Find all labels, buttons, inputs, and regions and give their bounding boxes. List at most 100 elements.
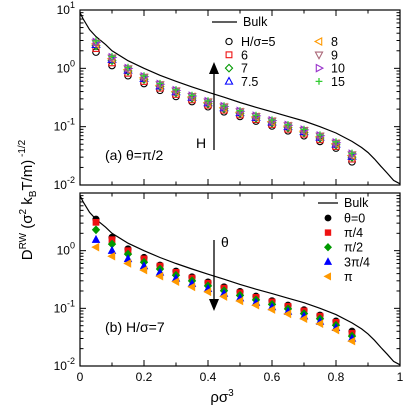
y-axis-label: DRW (σ2 kBT/m) -1/2: [17, 139, 39, 260]
legend-b-marker: [323, 272, 332, 281]
legend-a-marker: [314, 51, 324, 60]
panel-b-point: [107, 245, 117, 254]
legend-a-label: 7.5: [241, 75, 258, 89]
legend-b-marker: [324, 229, 332, 236]
panel-a-point: [124, 63, 132, 71]
panel-b-point: [267, 305, 276, 314]
panel-b-y-tick-labels: 10-2 10-1 100: [54, 241, 75, 373]
panel-b-ticks: [79, 192, 401, 367]
panel-b-point: [219, 292, 228, 301]
panel-a-point: [156, 79, 164, 88]
panel-b-marks: [79, 195, 401, 366]
x-axis-label: ρσ3: [210, 388, 234, 406]
legend-a-marker: [315, 78, 323, 85]
panel-a-point: [300, 125, 308, 133]
panel-a-h-arrow: [209, 62, 219, 150]
panel-b-theta-arrow: [209, 240, 219, 311]
panel-b-point: [331, 325, 340, 335]
panel-b-point: [155, 271, 164, 281]
panel-b-point: [91, 234, 101, 243]
panel-a-point: [252, 111, 260, 120]
panel-b-point: [91, 225, 101, 235]
legend-a-bulk-label: Bulk: [243, 15, 268, 29]
panel-b-x-tick-label: 0.2: [136, 370, 153, 384]
panel-b-annotation: θ: [221, 234, 229, 250]
panel-a-label: (a) θ=π/2: [105, 147, 164, 163]
panel-a-bulk-curve: [79, 12, 401, 185]
legend-b-marker: [324, 214, 332, 222]
panel-b-point: [283, 309, 292, 319]
panel-a-point: [140, 72, 148, 80]
panel-a-marks: [79, 12, 401, 185]
panel-b-x-tick-label: 1: [397, 370, 404, 384]
panel-b-point: [187, 282, 196, 292]
panel-a-point: [268, 116, 276, 124]
panel-b: 10-2 10-1 100 0 0.2 0.4 0.6 0.8 1 Bulk θ=0π/4π/…: [54, 192, 404, 384]
panel-b-x-tick-label: 0.4: [200, 370, 217, 384]
panel-a-series-7: [92, 37, 356, 157]
panel-a-y-tick-label: 100: [57, 58, 75, 75]
legend-b-label: θ=0: [344, 212, 365, 226]
panel-a-series-4: [90, 39, 356, 161]
panel-a-point: [316, 131, 324, 139]
legend-a-label: 8: [331, 35, 338, 49]
legend-b-marker: [323, 257, 333, 265]
panel-b-series-4: [91, 242, 356, 346]
panel-b-point: [123, 259, 132, 268]
panel-a-annotation: H: [196, 135, 206, 151]
panel-b-y-tick-label: 10-1: [54, 298, 75, 315]
legend-b-bulk-label: Bulk: [344, 196, 369, 210]
svg-text:DRW (σ2 kBT/m) -1/2: DRW (σ2 kBT/m) -1/2: [17, 139, 39, 260]
panel-b-point: [92, 218, 100, 226]
panel-b-point: [139, 265, 148, 275]
panel-b-point: [107, 251, 116, 261]
panel-b-point: [203, 287, 212, 297]
legend-a-marker: [224, 63, 234, 73]
panel-b-x-tick-label: 0: [77, 370, 84, 384]
panel-b-point: [315, 319, 324, 329]
panel-a-point: [172, 86, 180, 94]
panel-b-point: [347, 336, 356, 346]
panel-b-point: [91, 242, 100, 252]
panel-b-label: (b) H/σ=7: [105, 319, 165, 335]
legend-b-label: π: [344, 270, 353, 284]
panel-b-y-tick-label: 100: [57, 241, 75, 258]
panel-a-point: [92, 37, 100, 45]
legend-b-marker: [324, 243, 332, 252]
panel-a-point: [204, 97, 212, 105]
panel-a-point: [236, 107, 244, 115]
panel-b-x-tick-labels: 0 0.2 0.4 0.6 0.8 1: [77, 370, 404, 384]
legend-a-label: 15: [331, 75, 345, 89]
legend-a-label: 7: [241, 62, 248, 76]
panel-b-point: [251, 300, 260, 310]
panel-a-series-6: [92, 37, 358, 159]
panel-a-point: [332, 138, 340, 146]
panel-a-point: [92, 48, 100, 56]
panel-b-bulk-curve: [79, 195, 401, 366]
panel-a-y-tick-label: 10-1: [54, 117, 75, 134]
panel-b-legend: Bulk θ=0π/4π/23π/4π: [318, 196, 370, 284]
panel-b-point: [299, 314, 308, 324]
panel-b-point: [235, 296, 244, 306]
panel-b-x-tick-label: 0.8: [328, 370, 345, 384]
legend-a-label: 9: [331, 48, 338, 62]
panel-a-ticks: [79, 9, 401, 186]
legend-b-label: 3π/4: [344, 255, 370, 269]
panel-b-y-tick-label: 10-2: [54, 356, 75, 373]
legend-a-label: 10: [331, 62, 345, 76]
panel-a-point: [348, 149, 356, 157]
panel-a-point: [284, 121, 292, 129]
legend-a-marker: [225, 37, 233, 46]
panel-a-point: [108, 52, 116, 61]
panel-b-x-tick-label: 0.6: [264, 370, 281, 384]
panel-a-series-2: [91, 40, 357, 162]
legend-a-marker: [225, 51, 233, 59]
legend-a-label: 6: [241, 48, 248, 62]
legend-a-marker: [313, 37, 323, 46]
panel-a-y-tick-label: 10-2: [54, 175, 75, 192]
panel-a-y-tick-label: 101: [57, 0, 75, 17]
legend-b-label: π/2: [344, 241, 363, 255]
